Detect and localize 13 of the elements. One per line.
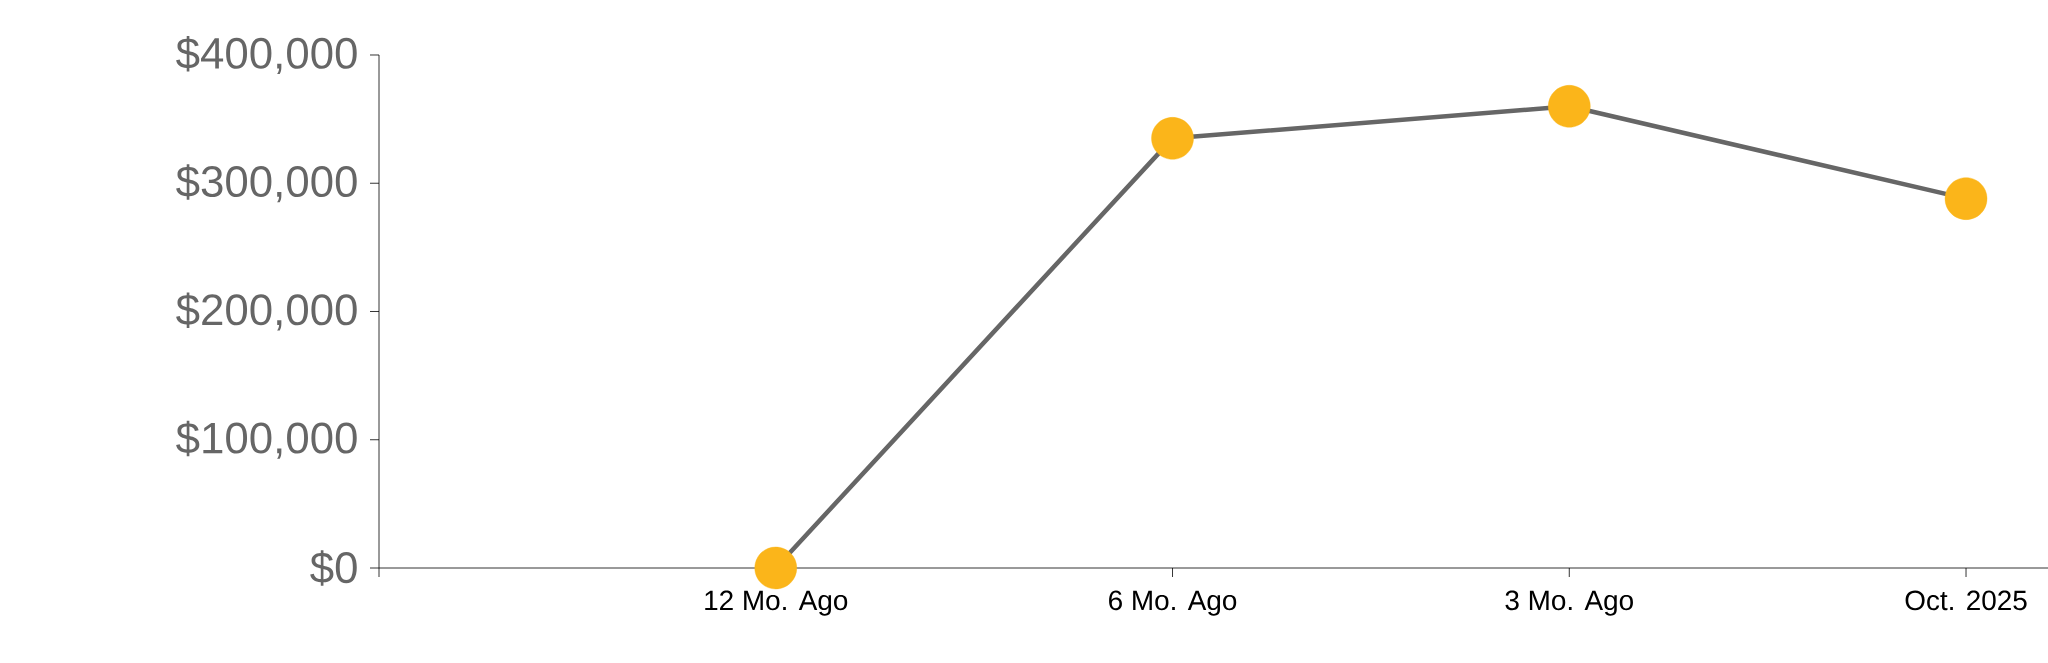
y-tick-label: $100,000 [176, 420, 357, 459]
y-tick-label: $400,000 [176, 35, 357, 75]
x-tick-label: 3 Mo. Ago [1505, 590, 1633, 616]
point [1151, 117, 1194, 160]
y-tick-label: $0 [310, 550, 357, 586]
y-tick-label: $200,000 [176, 292, 357, 331]
point [1944, 177, 1988, 220]
x-tick-label: 6 Mo. Ago [1109, 590, 1237, 616]
x-tick-label: 12 Mo. Ago [705, 590, 848, 616]
point [754, 546, 797, 590]
point [1548, 85, 1591, 128]
x-tick-label: Oct. 2025 [1905, 590, 2027, 611]
y-tick-label: $300,000 [176, 164, 357, 203]
